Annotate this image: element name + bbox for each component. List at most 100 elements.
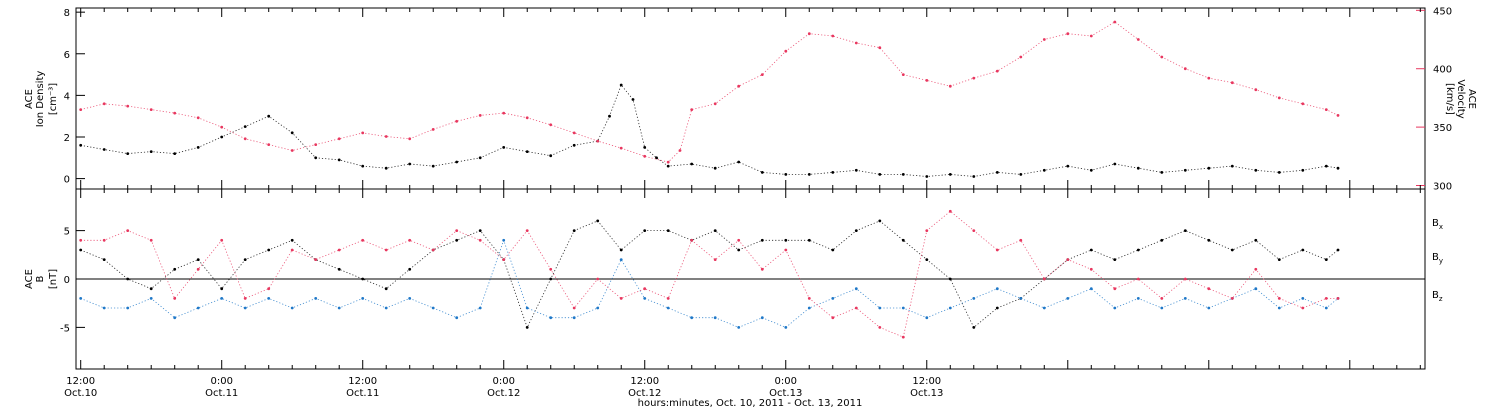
velocity-point xyxy=(1089,34,1093,38)
velocity-point xyxy=(1277,96,1281,100)
bx-point xyxy=(854,229,858,233)
by-point xyxy=(713,316,717,320)
bz-point xyxy=(408,238,412,242)
field-axis-title: ACE B [nT] xyxy=(24,269,59,289)
field-panel: -5 0 5 Bx By Bz ACE B [nT] xyxy=(24,209,1443,339)
velocity-point xyxy=(643,154,647,158)
bx-point xyxy=(1113,258,1117,261)
velocity-point xyxy=(79,108,83,111)
legend-by: By xyxy=(1432,252,1443,265)
velocity-point xyxy=(549,123,553,127)
bz-point xyxy=(784,248,788,252)
time-tick-label: 0:00 xyxy=(210,376,232,387)
by-point xyxy=(948,306,952,310)
density-point xyxy=(102,148,106,151)
plasma-panel-frame xyxy=(75,7,1426,190)
velocity-point xyxy=(1019,55,1023,59)
bz-point xyxy=(455,229,459,233)
density-point xyxy=(643,146,647,149)
velocity-point xyxy=(1136,38,1140,41)
bz-point xyxy=(831,316,835,320)
velocity-point xyxy=(690,108,694,111)
by-point xyxy=(1066,297,1070,300)
density-point xyxy=(1324,164,1328,168)
by-point xyxy=(737,326,741,329)
bx-point xyxy=(1277,258,1281,261)
bz-point xyxy=(1160,297,1164,300)
bx-point xyxy=(1160,238,1164,242)
velocity-trace xyxy=(80,21,1339,163)
velocity-point xyxy=(455,119,459,123)
density-point xyxy=(79,143,83,147)
velocity-point xyxy=(431,127,435,131)
bx-point xyxy=(760,238,764,242)
density-point xyxy=(1230,164,1234,168)
bx-point xyxy=(901,238,905,242)
density-point xyxy=(1277,171,1281,174)
bx-point xyxy=(643,229,647,233)
bz-point xyxy=(690,238,694,242)
density-axis-tick-label: 4 xyxy=(64,91,70,102)
velocity-point xyxy=(173,111,177,115)
velocity-point xyxy=(737,84,741,88)
velocity-point xyxy=(925,79,929,82)
bz-point xyxy=(1089,267,1093,271)
velocity-point xyxy=(784,49,788,53)
velocity-point xyxy=(1183,67,1187,71)
velocity-point xyxy=(502,111,506,115)
velocity-point xyxy=(713,102,717,106)
bx-point xyxy=(1089,248,1093,252)
density-point xyxy=(925,175,929,178)
by-trace xyxy=(80,239,1339,328)
density-axis-ticks: 0 2 4 6 8 xyxy=(64,8,85,186)
density-point xyxy=(1301,168,1305,172)
density-point xyxy=(854,168,858,172)
velocity-point xyxy=(196,116,200,120)
density-point xyxy=(173,152,177,156)
bz-point xyxy=(995,248,999,252)
velocity-point xyxy=(525,116,529,120)
velocity-axis-title-line2: Velocity xyxy=(1455,79,1466,118)
bx-point xyxy=(149,287,153,291)
legend-bz: Bz xyxy=(1432,290,1443,303)
by-point xyxy=(1254,287,1258,291)
bz-point xyxy=(948,209,952,213)
by-point xyxy=(1277,306,1281,310)
bx-point xyxy=(619,248,623,252)
by-point xyxy=(220,297,224,300)
bz-point xyxy=(1019,238,1023,242)
velocity-point xyxy=(1160,55,1164,59)
by-point xyxy=(831,297,835,300)
velocity-axis-unit: [km/s] xyxy=(1444,83,1455,115)
velocity-point xyxy=(337,137,341,141)
by-point xyxy=(1136,297,1140,300)
bx-point xyxy=(1301,248,1305,252)
velocity-axis-tick-label: 450 xyxy=(1433,6,1452,17)
field-axis-unit: [nT] xyxy=(48,269,59,289)
velocity-point xyxy=(314,143,318,147)
bz-point xyxy=(290,248,294,252)
bx-point xyxy=(243,258,247,261)
velocity-axis-ticks: 300 350 400 450 xyxy=(1416,6,1452,192)
by-point xyxy=(525,306,529,310)
velocity-point xyxy=(126,104,130,108)
field-axis-ticks: -5 0 5 xyxy=(60,227,85,334)
time-axis: 12:00Oct.100:00Oct.1112:00Oct.110:00Oct.… xyxy=(64,8,1421,399)
density-point xyxy=(525,150,529,154)
density-trace xyxy=(80,84,1339,177)
density-point xyxy=(1254,168,1258,172)
by-point xyxy=(619,258,623,261)
field-axis-tick-label: 0 xyxy=(64,275,70,286)
bx-point xyxy=(572,229,576,233)
bx-point xyxy=(1183,229,1187,233)
bz-point xyxy=(925,229,929,233)
velocity-point xyxy=(1207,76,1211,80)
by-point xyxy=(196,306,200,310)
by-point xyxy=(455,316,459,320)
bx-point xyxy=(290,238,294,242)
bz-point xyxy=(173,297,177,300)
by-point xyxy=(173,316,177,320)
velocity-point xyxy=(901,73,905,76)
date-tick-label: Oct.11 xyxy=(346,388,379,399)
bz-point xyxy=(79,238,83,242)
